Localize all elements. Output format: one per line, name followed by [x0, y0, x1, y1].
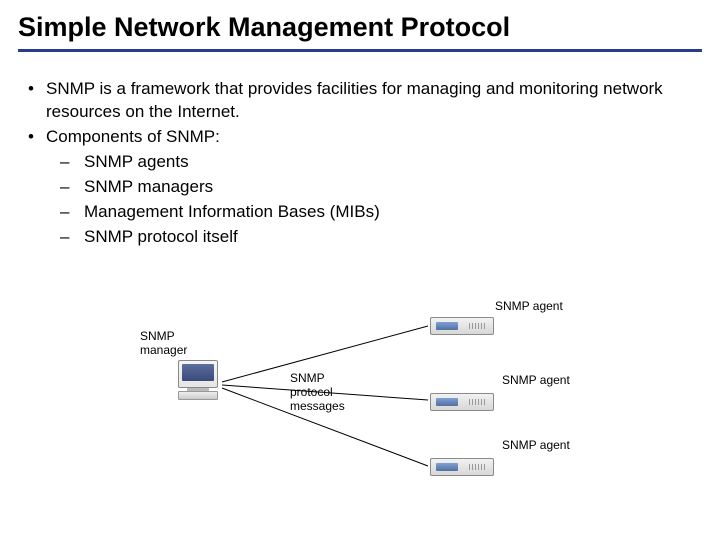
bullet-dash: –	[60, 201, 84, 224]
computer-icon	[175, 360, 221, 404]
sub-bullet-4: – SNMP protocol itself	[24, 226, 702, 249]
bullet-dash: –	[60, 151, 84, 174]
label-snmp-manager: SNMPmanager	[140, 330, 187, 358]
title-rule	[18, 49, 702, 52]
sub-bullet-2: – SNMP managers	[24, 176, 702, 199]
bullet-list: • SNMP is a framework that provides faci…	[18, 78, 702, 249]
bullet-dash: –	[60, 176, 84, 199]
monitor-icon	[178, 360, 218, 388]
bullet-2: • Components of SNMP:	[24, 126, 702, 149]
sub-bullet-4-text: SNMP protocol itself	[84, 226, 702, 249]
sub-bullet-2-text: SNMP managers	[84, 176, 702, 199]
snmp-diagram: SNMPmanager SNMPprotocolmessages SNMP ag…	[140, 300, 610, 500]
label-agent-2: SNMP agent	[502, 374, 570, 388]
label-agent-1: SNMP agent	[495, 300, 563, 314]
slide-title: Simple Network Management Protocol	[18, 12, 702, 43]
sub-bullet-3: – Management Information Bases (MIBs)	[24, 201, 702, 224]
bullet-dot: •	[24, 126, 46, 149]
device-icon-1	[430, 317, 494, 335]
sub-bullet-1-text: SNMP agents	[84, 151, 702, 174]
bullet-dash: –	[60, 226, 84, 249]
bullet-2-text: Components of SNMP:	[46, 126, 702, 149]
device-icon-2	[430, 393, 494, 411]
bullet-1: • SNMP is a framework that provides faci…	[24, 78, 702, 124]
label-protocol-messages: SNMPprotocolmessages	[290, 372, 345, 413]
sub-bullet-1: – SNMP agents	[24, 151, 702, 174]
bullet-dot: •	[24, 78, 46, 124]
label-agent-3: SNMP agent	[502, 439, 570, 453]
device-icon-3	[430, 458, 494, 476]
bullet-1-text: SNMP is a framework that provides facili…	[46, 78, 702, 124]
computer-base	[178, 391, 218, 400]
sub-bullet-3-text: Management Information Bases (MIBs)	[84, 201, 702, 224]
